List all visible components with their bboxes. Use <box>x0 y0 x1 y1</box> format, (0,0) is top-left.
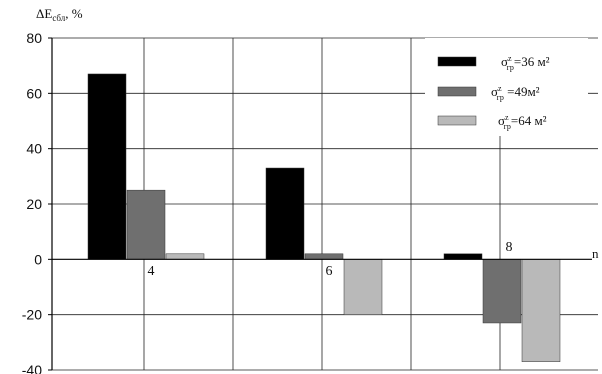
legend-swatch-2 <box>437 86 477 97</box>
y-tick-label: 20 <box>26 196 42 212</box>
y-tick-label: 40 <box>26 141 42 157</box>
y-axis-label-sub: сбл <box>52 13 65 23</box>
legend-label-3: σz гр=64 м² <box>498 113 547 131</box>
bar-6-series-3 <box>343 259 383 315</box>
bar-4-series-2 <box>126 189 166 260</box>
legend-label-2: σz гр =49м² <box>491 84 540 102</box>
bar-6-series-1 <box>265 167 305 260</box>
legend: σz гр=36 м² σz гр =49м² σz гр=64 м² <box>425 38 588 136</box>
category-label-4: 4 <box>148 264 155 279</box>
y-axis-label-unit: , % <box>65 6 83 21</box>
bar-8-series-1 <box>443 253 483 260</box>
bar-4-series-1 <box>87 73 127 260</box>
bars <box>87 73 561 362</box>
y-tick-label: 0 <box>34 251 42 267</box>
y-tick-label: 80 <box>26 30 42 46</box>
category-labels: 4 6 8 <box>148 240 513 279</box>
bar-8-series-3 <box>521 259 561 362</box>
y-tick-label: -20 <box>22 307 42 323</box>
y-tick-labels: 80 60 40 20 0 -20 -40 <box>22 30 42 374</box>
bar-4-series-3 <box>165 253 205 260</box>
x-axis-label: n <box>592 246 599 261</box>
bar-8-series-2 <box>482 259 522 324</box>
category-label-8: 8 <box>506 240 513 255</box>
axes <box>48 37 592 371</box>
legend-label-1: σz гр=36 м² <box>501 54 550 72</box>
legend-swatch-1 <box>437 56 477 67</box>
y-axis-label-main: ΔE <box>36 6 52 21</box>
category-label-6: 6 <box>326 264 333 279</box>
y-tick-label: -40 <box>22 362 42 374</box>
bar-6-series-2 <box>304 253 344 260</box>
y-tick-label: 60 <box>26 85 42 101</box>
legend-swatch-3 <box>437 115 477 126</box>
y-axis-label: ΔEсбл, % <box>36 6 83 23</box>
